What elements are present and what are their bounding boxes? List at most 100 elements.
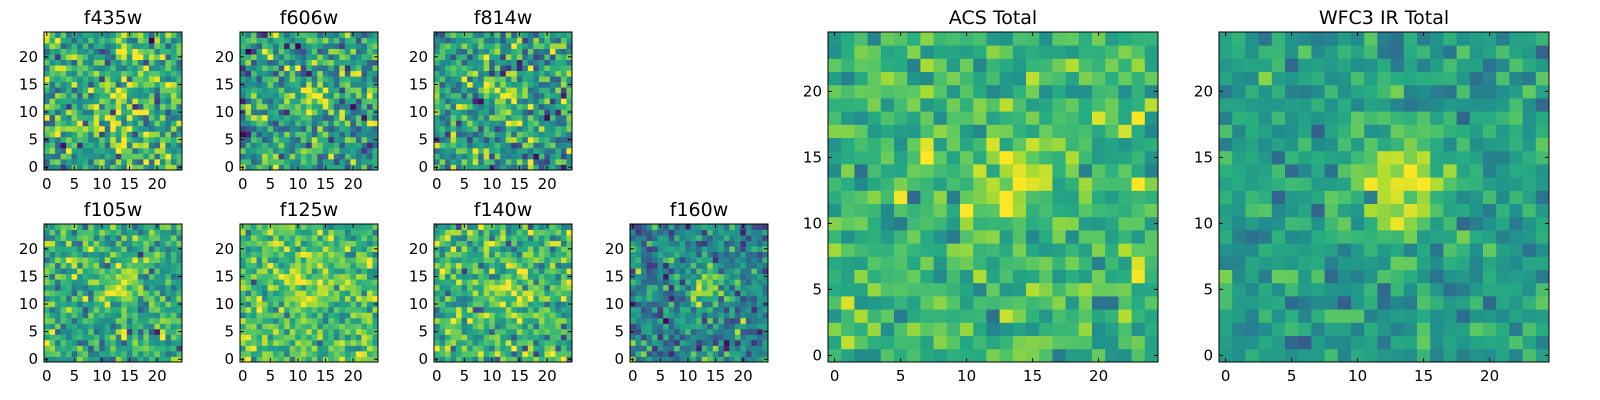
heatmap-cell [93,131,100,138]
heatmap-cell [566,65,573,72]
x-tick-label: 5 [266,175,276,193]
heatmap-cell [472,59,479,66]
heatmap-cell [828,282,842,297]
heatmap-cell [322,246,329,252]
heatmap-cell [361,81,368,88]
heatmap-cell [729,268,736,275]
heatmap-cell [306,59,313,66]
heatmap-cell [434,114,440,121]
heatmap-cell [685,246,692,252]
heatmap-cell [467,295,474,302]
heatmap-cell [511,279,518,286]
heatmap-cell [450,98,457,105]
heatmap-cell [240,147,246,154]
heatmap-cell [165,350,172,357]
heatmap-cell [522,246,529,252]
heatmap-cell [456,164,462,171]
heatmap-cell [256,224,263,230]
heatmap-cell [920,203,934,218]
heatmap-cell [60,301,67,308]
heatmap-cell [445,32,451,38]
heatmap-cell [267,120,274,127]
heatmap-cell [533,240,540,247]
y-tick-label: 15 [605,267,624,285]
heatmap-cell [663,339,670,346]
heatmap-cell [1026,203,1040,218]
heatmap-cell [289,131,296,138]
heatmap-cell [494,224,501,230]
heatmap-cell [339,229,346,236]
heatmap-cell [355,131,362,138]
heatmap-cell [1118,203,1132,218]
heatmap-cell [240,114,246,121]
heatmap-cell [322,125,329,132]
heatmap-cell [560,158,567,165]
heatmap-cell [494,158,501,165]
heatmap-cell [159,339,166,346]
heatmap-cell [328,81,335,88]
heatmap-cell [361,164,368,171]
heatmap-cell [505,328,512,335]
heatmap-cell [165,306,172,313]
heatmap-cell [339,356,346,363]
heatmap-cell [176,290,183,297]
heatmap-cell [907,335,921,350]
heatmap-cell [121,323,128,330]
heatmap-cell [734,295,741,302]
heatmap-cell [544,317,551,324]
heatmap-cell [566,153,573,160]
heatmap-cell [560,312,567,319]
heatmap-cell [505,131,512,138]
heatmap-cell [505,306,512,313]
heatmap-cell [88,48,95,55]
heatmap-cell [1039,230,1053,244]
heatmap-cell [44,290,50,297]
heatmap-cell [60,268,67,275]
heatmap-cell [267,339,274,346]
heatmap-cell [533,262,540,269]
heatmap-cell [132,98,139,105]
heatmap-cell [300,290,307,297]
heatmap-cell [339,147,346,154]
heatmap-cell [489,76,496,83]
heatmap-cell [333,301,340,308]
heatmap-cell [300,279,307,286]
heatmap-cell [690,284,697,291]
heatmap-cell [1052,309,1066,323]
heatmap-cell [71,273,78,280]
heatmap-cell [450,240,457,247]
heatmap-cell [137,257,144,264]
heatmap-cell [284,301,291,308]
heatmap-cell [267,125,274,132]
heatmap-cell [267,312,274,319]
heatmap-cell [500,70,507,77]
heatmap-cell [322,48,329,55]
heatmap-cell [170,339,177,346]
heatmap-cell [450,334,457,341]
heatmap-cell [278,257,285,264]
heatmap-cell [77,229,84,236]
heatmap-cell [555,224,562,230]
heatmap-cell [549,43,556,49]
heatmap-cell [88,240,95,247]
heatmap-cell [306,32,313,38]
heatmap-cell [500,87,507,94]
heatmap-cell [920,269,934,284]
heatmap-cell [461,345,468,352]
heatmap-cell [93,317,100,324]
heatmap-cell [478,284,485,291]
heatmap-cell [165,158,172,165]
heatmap-cell [566,257,573,264]
heatmap-cell [245,81,252,88]
heatmap-cell [115,114,122,121]
heatmap-cell [289,345,296,352]
heatmap-cell [560,70,567,77]
heatmap-cell [148,65,155,72]
heatmap-cell [544,306,551,313]
heatmap-cell [60,103,67,110]
heatmap-cell [439,76,446,83]
heatmap-cell [685,312,692,319]
heatmap-cell [828,348,842,363]
heatmap-cell [999,164,1014,178]
heatmap-cell [289,224,296,230]
